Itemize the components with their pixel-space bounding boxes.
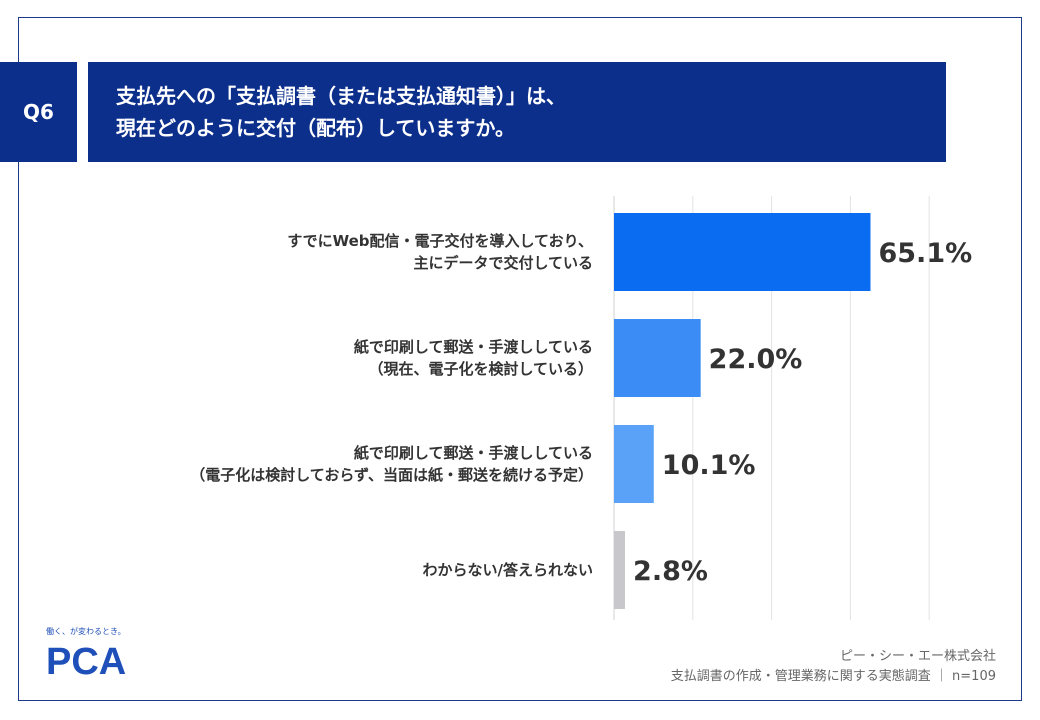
- category-label-2-line-1: 紙で印刷して郵送・手渡ししている: [354, 338, 593, 356]
- footer-company: ピー・シー・エー株式会社: [839, 649, 996, 664]
- value-label-4: 2.8%: [633, 556, 708, 587]
- question-title-line1: 支払先への「支払調書（または支払通知書）」は、: [116, 84, 566, 108]
- category-label-1-line-1: すでにWeb配信・電子交付を導入しており、: [287, 232, 593, 250]
- bar-1: [614, 213, 871, 291]
- logo-text: PCA: [46, 641, 126, 678]
- category-label-1-line-2: 主にデータで交付している: [413, 254, 593, 272]
- value-label-1: 65.1%: [878, 238, 972, 269]
- pca-logo: PCA: [46, 641, 126, 678]
- question-title-banner: 支払先への「支払調書（または支払通知書）」は、 現在どのように交付（配布）してい…: [88, 62, 946, 162]
- question-title-line2: 現在どのように交付（配布）していますか。: [116, 116, 515, 140]
- value-label-3: 10.1%: [662, 450, 756, 481]
- category-label-3-line-2: （電子化は検討しておらず、当面は紙・郵送を続ける予定）: [190, 466, 593, 484]
- category-label-3-line-1: 紙で印刷して郵送・手渡ししている: [354, 444, 593, 462]
- question-number-badge: Q6: [0, 62, 77, 162]
- question-number: Q6: [23, 100, 54, 124]
- footer: ピー・シー・エー株式会社 支払調書の作成・管理業務に関する実態調査 ｜ n=10…: [671, 647, 996, 687]
- bar-3: [614, 425, 654, 503]
- bar-4: [614, 531, 626, 609]
- brand-tagline: 働く、が変わるとき。: [46, 627, 126, 636]
- bar-2: [614, 319, 701, 397]
- value-label-2: 22.0%: [709, 344, 803, 375]
- category-label-2-line-2: （現在、電子化を検討している）: [368, 360, 593, 378]
- footer-survey: 支払調書の作成・管理業務に関する実態調査 ｜ n=109: [670, 669, 996, 684]
- category-label-4-line-1: わからない/答えられない: [423, 561, 593, 579]
